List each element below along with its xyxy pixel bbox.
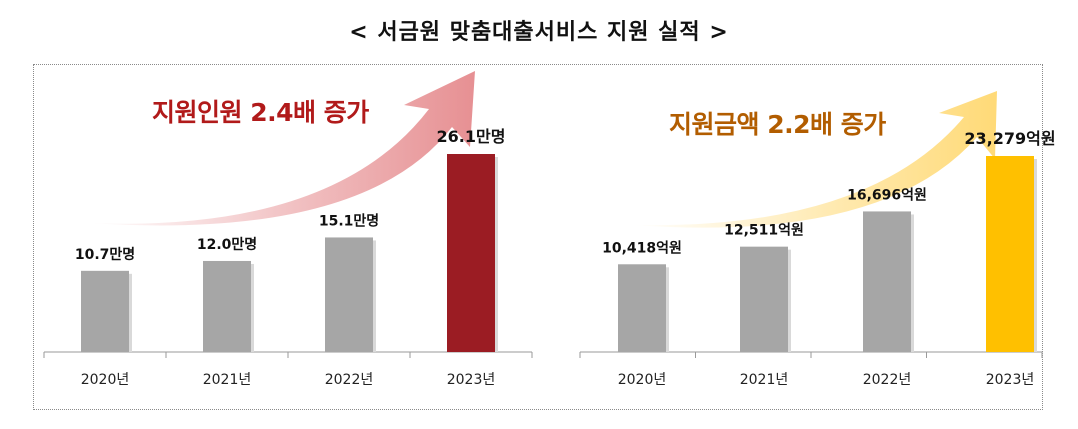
- chart-title: < 서금원 맞춤대출서비스 지원 실적 >: [349, 20, 729, 45]
- x-tick-label: 2022년: [863, 372, 912, 388]
- trend-arrow: [89, 71, 475, 226]
- chart-frame: 10.7만명 2020년 12.0만명 2021년 15.1만명 2022년 26.1만명 2…: [33, 64, 1056, 410]
- data-label: 23,279억원: [964, 129, 1055, 148]
- x-tick-label: 2023년: [986, 372, 1035, 388]
- bar-2022년: [863, 211, 911, 352]
- bar-2021년: [203, 260, 251, 352]
- data-label: 26.1만명: [437, 127, 506, 146]
- bar-2020년: [618, 264, 666, 352]
- x-tick-label: 2020년: [81, 372, 130, 388]
- bar-2023년: [986, 156, 1034, 352]
- x-tick-label: 2020년: [618, 372, 667, 388]
- right-chart-panel: 10,418억원 2020년 12,511억원 2021년 16,696억원 2022년 2…: [539, 65, 1056, 409]
- bar-2020년: [81, 270, 129, 352]
- right-bar-chart: 10,418억원 2020년 12,511억원 2021년 16,696억원 2022년 2…: [579, 91, 1056, 388]
- data-label: 16,696억원: [847, 187, 927, 203]
- data-label: 12.0만명: [197, 236, 257, 253]
- x-tick-label: 2021년: [203, 372, 252, 388]
- trend-arrow: [634, 91, 997, 228]
- left-chart-panel: 10.7만명 2020년 12.0만명 2021년 15.1만명 2022년 26.1만명 2…: [34, 65, 534, 409]
- left-chart-headline: 지원인원 2.4배 증가: [152, 98, 369, 127]
- bar-2023년: [447, 154, 495, 352]
- data-label: 15.1만명: [319, 212, 379, 229]
- data-label: 10,418억원: [602, 240, 682, 256]
- data-label: 10.7만명: [75, 246, 135, 263]
- x-tick-label: 2022년: [325, 372, 374, 388]
- left-bar-chart: 10.7만명 2020년 12.0만명 2021년 15.1만명 2022년 26.1만명 2…: [43, 71, 533, 388]
- x-tick-label: 2021년: [740, 372, 789, 388]
- x-tick-label: 2023년: [447, 372, 496, 388]
- bar-2021년: [740, 246, 788, 352]
- data-label: 12,511억원: [724, 223, 804, 239]
- bar-2022년: [325, 237, 373, 352]
- right-chart-headline: 지원금액 2.2배 증가: [669, 110, 886, 139]
